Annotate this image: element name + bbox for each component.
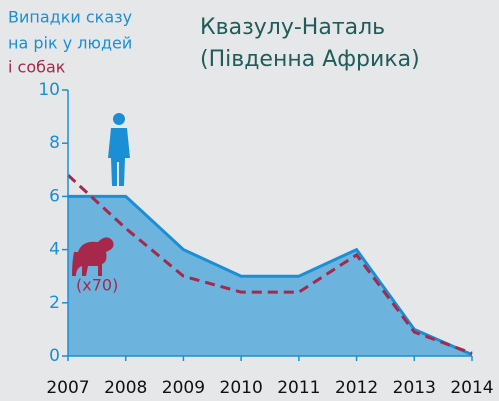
y-tick-label: 10 xyxy=(38,80,60,100)
person-icon xyxy=(108,113,130,186)
x-tick-label: 2012 xyxy=(335,378,378,398)
chart-title: (Південна Африка) xyxy=(200,47,420,72)
y-label: на рік у людей xyxy=(8,34,132,53)
annotation: (x70) xyxy=(76,276,118,295)
y-label: Випадки сказу xyxy=(8,8,132,27)
x-tick-label: 2008 xyxy=(104,378,147,398)
x-tick-label: 2007 xyxy=(46,378,89,398)
y-tick-label: 4 xyxy=(49,240,60,260)
x-tick-label: 2014 xyxy=(450,378,493,398)
y-tick-label: 8 xyxy=(49,133,60,153)
y-label: і собак xyxy=(8,58,66,77)
x-tick-label: 2013 xyxy=(393,378,436,398)
x-tick-label: 2011 xyxy=(277,378,320,398)
chart-title: Квазулу-Наталь xyxy=(200,15,385,40)
y-tick-label: 0 xyxy=(49,346,60,366)
y-tick-label: 2 xyxy=(49,293,60,313)
y-tick-label: 6 xyxy=(49,186,60,206)
chart: Випадки сказу на рік у людей і собак Ква… xyxy=(0,0,499,401)
x-tick-label: 2010 xyxy=(220,378,263,398)
x-tick-label: 2009 xyxy=(162,378,205,398)
